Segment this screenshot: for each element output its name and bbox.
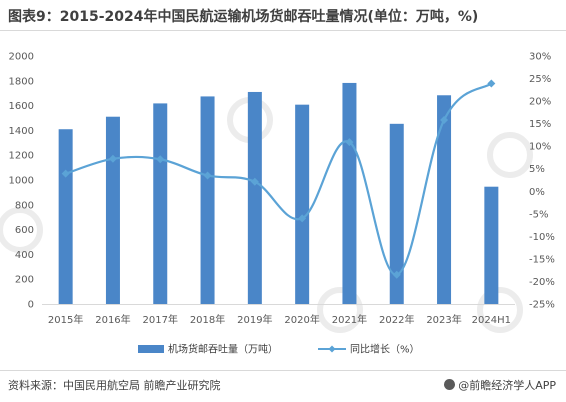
left-axis: 0 200 400 600 800 1000 1200 1400 1600 1800 2000 xyxy=(9,52,34,311)
left-tick-label: 1200 xyxy=(9,151,34,162)
right-tick-label: 15% xyxy=(529,119,551,130)
left-tick-label: 400 xyxy=(15,250,34,261)
right-tick-label: 5% xyxy=(529,164,545,175)
watermark-mark xyxy=(0,207,43,253)
right-tick-label: -20% xyxy=(529,277,555,288)
x-tick-label: 2024H1 xyxy=(472,315,511,326)
brand-logo-icon xyxy=(444,379,456,390)
line-marker xyxy=(203,171,212,180)
x-tick-label: 2020年 xyxy=(284,313,319,326)
brand-attribution: @前瞻经济学人APP xyxy=(444,377,556,393)
line-marker xyxy=(487,79,496,88)
bar xyxy=(389,123,404,304)
right-tick-label: -25% xyxy=(529,300,555,311)
watermark-mark xyxy=(477,287,523,333)
right-tick-label: 0% xyxy=(529,187,545,198)
right-tick-label: 25% xyxy=(529,74,551,85)
left-tick-label: 0 xyxy=(28,300,34,311)
x-tick-label: 2016年 xyxy=(95,313,130,326)
bar xyxy=(153,103,168,304)
x-tick-label: 2023年 xyxy=(426,313,461,326)
right-tick-label: -15% xyxy=(529,254,555,265)
legend-bar-label: 机场货邮吞吐量（万吨） xyxy=(168,343,278,356)
bar xyxy=(342,82,357,304)
left-tick-label: 2000 xyxy=(9,52,34,63)
x-axis: 2015年 2016年 2017年 2018年 2019年 2020年 2021年 2022年… xyxy=(48,313,511,326)
left-tick-label: 1800 xyxy=(9,76,34,87)
legend-line-marker xyxy=(328,345,336,353)
x-tick-label: 2022年 xyxy=(379,313,414,326)
bar xyxy=(200,96,215,304)
bar xyxy=(437,95,452,304)
left-tick-label: 1600 xyxy=(9,101,34,112)
x-tick-label: 2018年 xyxy=(190,313,225,326)
bar xyxy=(105,116,120,304)
brand-text: @前瞻经济学人APP xyxy=(458,379,556,392)
legend-line-label: 同比增长（%） xyxy=(350,343,420,356)
title-divider xyxy=(0,30,566,31)
line-marker xyxy=(156,155,165,164)
left-tick-label: 800 xyxy=(15,200,34,211)
right-tick-label: -10% xyxy=(529,232,555,243)
right-tick-label: 20% xyxy=(529,97,551,108)
x-tick-label: 2017年 xyxy=(143,313,178,326)
right-axis: -25% -20% -15% -10% -5% 0% 5% 10% 15% 20% 25% 30% xyxy=(529,52,555,311)
line-marker xyxy=(440,116,449,125)
line-marker xyxy=(298,214,307,223)
right-tick-label: -5% xyxy=(529,209,548,220)
right-tick-label: 10% xyxy=(529,142,551,153)
line-marker xyxy=(392,270,401,279)
footer-divider xyxy=(0,370,566,371)
chart-title: 图表9：2015-2024年中国民航运输机场货邮吞吐量情况(单位：万吨，%) xyxy=(8,9,479,25)
line-marker xyxy=(345,138,354,147)
watermark-mark xyxy=(317,287,363,333)
left-tick-label: 200 xyxy=(15,275,34,286)
x-tick-label: 2015年 xyxy=(48,313,83,326)
source-note: 资料来源：中国民用航空局 前瞻产业研究院 xyxy=(8,379,221,392)
line-marker xyxy=(250,177,259,186)
legend: 机场货邮吞吐量（万吨） 同比增长（%） xyxy=(138,343,420,356)
watermark-mark xyxy=(487,132,533,178)
bar xyxy=(484,186,499,304)
line-markers xyxy=(61,79,496,279)
growth-line xyxy=(65,82,493,276)
bar xyxy=(58,129,73,304)
bar xyxy=(295,104,310,304)
left-tick-label: 600 xyxy=(15,225,34,236)
legend-bar-swatch xyxy=(138,345,164,353)
x-tick-label: 2021年 xyxy=(332,313,367,326)
right-tick-label: 30% xyxy=(529,52,551,63)
bar xyxy=(247,91,262,305)
left-tick-label: 1400 xyxy=(9,126,34,137)
x-tick-label: 2019年 xyxy=(237,313,272,326)
bar-series xyxy=(58,82,499,305)
line-marker xyxy=(61,169,70,178)
line-marker xyxy=(108,154,117,163)
left-tick-label: 1000 xyxy=(9,176,34,187)
